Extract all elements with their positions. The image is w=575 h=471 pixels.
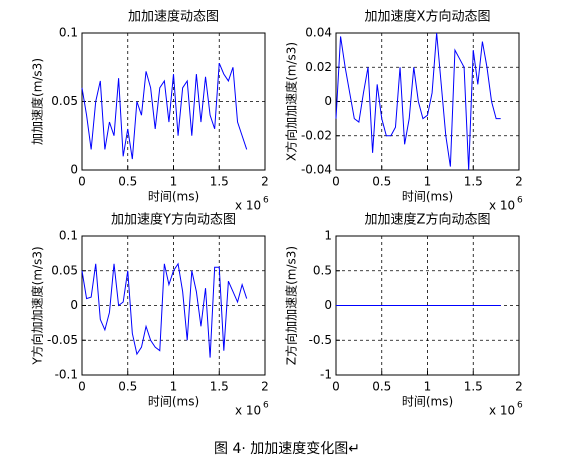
x-tick-label: 0.5	[372, 380, 391, 394]
chart-title: 加加速度Y方向动态图	[111, 212, 236, 228]
x-tick-label: 0	[332, 175, 340, 189]
y-axis-label: Z方向加加速度(m/s3)	[284, 246, 299, 365]
x-tick-label: 2	[261, 380, 269, 394]
figure-caption: 图 4· 加加速度变化图↵	[214, 441, 360, 457]
y-tick-label: 0.05	[51, 94, 78, 108]
y-tick-label: 0.05	[51, 263, 78, 277]
chart-title: 加加速度动态图	[128, 9, 219, 25]
chart-title: 加加速度Z方向动态图	[365, 212, 491, 228]
y-tick-label: 0	[324, 94, 332, 108]
x-tick-label: 1	[424, 175, 432, 189]
y-axis-label: Y方向加加速度(m/s3)	[30, 246, 45, 365]
y-tick-label: 0.1	[59, 26, 78, 40]
x-tick-label: 0	[78, 380, 86, 394]
y-tick-label: 0	[324, 298, 332, 312]
y-tick-label: -0.1	[55, 368, 78, 382]
x-scale-exponent: 6	[263, 196, 269, 206]
data-line	[81, 262, 248, 358]
x-scale-exponent: 6	[263, 401, 269, 411]
y-axis-label: 加加速度(m/s3)	[30, 58, 45, 145]
y-tick-label: 0.5	[313, 263, 332, 277]
y-tick-label: 0	[70, 163, 78, 177]
y-tick-label: -0.04	[301, 163, 332, 177]
x-tick-label: 1.5	[464, 380, 483, 394]
data-line	[81, 62, 248, 160]
x-tick-label: 0.5	[118, 175, 137, 189]
x-scale-label: x 10	[235, 404, 261, 418]
data-line	[335, 32, 501, 171]
x-tick-label: 2	[515, 175, 523, 189]
x-tick-label: 1	[170, 380, 178, 394]
x-tick-label: 1	[170, 175, 178, 189]
x-tick-label: 1.5	[210, 175, 229, 189]
x-axis-label: 时间(ms)	[402, 190, 453, 204]
chart-title: 加加速度X方向动态图	[365, 9, 491, 25]
x-axis-label: 时间(ms)	[148, 395, 199, 409]
x-tick-label: 1.5	[464, 175, 483, 189]
x-tick-label: 0.5	[372, 175, 391, 189]
x-tick-label: 2	[515, 380, 523, 394]
x-axis-label: 时间(ms)	[148, 190, 199, 204]
x-scale-exponent: 6	[517, 196, 523, 206]
y-tick-label: 1	[324, 229, 332, 243]
y-tick-label: 0.1	[59, 229, 78, 243]
x-tick-label: 0.5	[118, 380, 137, 394]
y-tick-label: -0.02	[301, 128, 332, 142]
x-scale-label: x 10	[489, 199, 515, 213]
x-tick-label: 0	[332, 380, 340, 394]
y-tick-label: -0.05	[47, 333, 78, 347]
x-tick-label: 2	[261, 175, 269, 189]
x-scale-exponent: 6	[517, 401, 523, 411]
y-tick-label: 0	[70, 298, 78, 312]
y-tick-label: 0.04	[305, 26, 332, 40]
x-tick-label: 1	[424, 380, 432, 394]
x-scale-label: x 10	[489, 404, 515, 418]
y-axis-label: X方向加加速度(m/s3)	[284, 42, 299, 161]
x-tick-label: 0	[78, 175, 86, 189]
y-tick-label: -1	[320, 368, 332, 382]
y-tick-label: 0.02	[305, 60, 332, 74]
y-tick-label: -0.5	[309, 333, 332, 347]
x-tick-label: 1.5	[210, 380, 229, 394]
x-scale-label: x 10	[235, 199, 261, 213]
x-axis-label: 时间(ms)	[402, 395, 453, 409]
